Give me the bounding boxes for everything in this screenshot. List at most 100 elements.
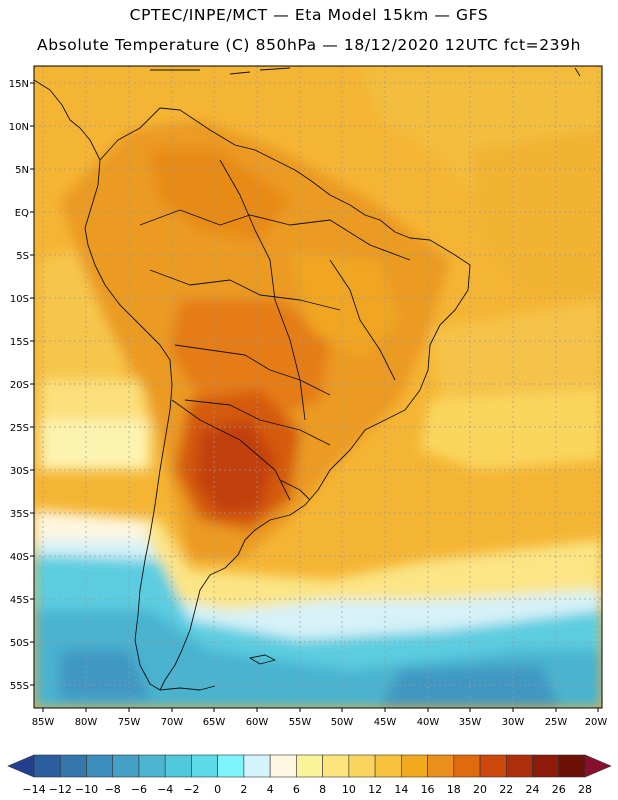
map-title-variable: Absolute Temperature (C) 850hPa — 18/12/…	[36, 36, 582, 54]
lon-labels: 85W 80W 75W 70W 65W 60W 55W 50W 45W 40W …	[32, 717, 608, 728]
field-yellow-band	[34, 520, 602, 610]
lon-label: 85W	[32, 717, 55, 728]
central-america-coastline	[34, 79, 101, 161]
border-line-3	[174, 344, 331, 396]
colorbar-cell	[138, 754, 166, 778]
colorbar-arrow-low	[7, 754, 35, 778]
caribbean-islands	[150, 67, 581, 77]
lat-label: 15S	[10, 337, 29, 348]
colorbar-cell	[86, 754, 114, 778]
colorbar-cell	[348, 754, 376, 778]
colorbar	[7, 754, 612, 778]
colorbar-cell	[217, 754, 245, 778]
colorbar-label: 6	[293, 783, 300, 796]
lon-label: 55W	[289, 717, 312, 728]
lon-ticks	[42, 708, 599, 712]
falkland-islands	[249, 654, 276, 665]
border-line-4	[184, 399, 331, 446]
colorbar-cell	[164, 754, 192, 778]
tierra-del-fuego	[159, 685, 216, 691]
colorbar-label: −14	[22, 783, 45, 796]
lat-label: 5N	[15, 165, 29, 176]
lat-label: 55S	[10, 681, 29, 692]
colorbar-label: 12	[368, 783, 382, 796]
lon-label: 25W	[545, 717, 568, 728]
lon-label: 60W	[246, 717, 269, 728]
colorbar-cell	[479, 754, 507, 778]
lat-label: 5S	[16, 251, 29, 262]
lat-labels: 15N 10N 5N EQ 5S 10S 15S 20S 25S 30S 35S…	[9, 79, 29, 692]
colorbar-labels: −14 −12 −10 −8 −6 −4 −2 0 2 4 6 8 10 12 14 16 18 20 22 24 26…	[22, 783, 592, 796]
lon-label: 50W	[331, 717, 354, 728]
lat-label: 35S	[10, 509, 29, 520]
south-america-coastline	[84, 107, 471, 691]
field-pacific-pale	[40, 420, 150, 470]
lat-label: 30S	[10, 466, 29, 477]
colorbar-label: 14	[394, 783, 408, 796]
lat-label: 15N	[9, 79, 29, 90]
colorbar-cell	[322, 754, 350, 778]
colorbar-cell	[112, 754, 140, 778]
colorbar-cell	[243, 754, 271, 778]
lon-label: 65W	[203, 717, 226, 728]
colorbar-cell	[374, 754, 402, 778]
lat-label: 20S	[10, 380, 29, 391]
field-atlantic-mid	[430, 300, 602, 420]
lat-label: 25S	[10, 423, 29, 434]
colorbar-cell	[269, 754, 297, 778]
lon-label: 75W	[118, 717, 141, 728]
colorbar-label: 2	[240, 783, 247, 796]
border-line-8	[279, 479, 311, 501]
colorbar-cell	[427, 754, 455, 778]
colorbar-label: 22	[499, 783, 513, 796]
colorbar-label: 10	[342, 783, 356, 796]
colorbar-cell	[296, 754, 323, 778]
lon-label: 80W	[75, 717, 98, 728]
colorbar-cell	[191, 754, 218, 778]
colorbar-label: 0	[214, 783, 221, 796]
colorbar-label: −10	[75, 783, 98, 796]
colorbar-label: 24	[526, 783, 540, 796]
lat-label: 40S	[10, 552, 29, 563]
coastlines	[34, 67, 581, 691]
colorbar-label: −8	[105, 783, 121, 796]
colorbar-cell	[33, 754, 61, 778]
map-frame	[33, 65, 603, 709]
lon-label: 30W	[502, 717, 525, 728]
colorbar-arrow-high	[584, 754, 612, 778]
lon-label: 35W	[459, 717, 482, 728]
colorbar-label: −2	[183, 783, 199, 796]
colorbar-label: 4	[267, 783, 274, 796]
colorbar-cell	[532, 754, 560, 778]
field-amazon-warm	[150, 150, 290, 240]
lon-label: 40W	[417, 717, 440, 728]
lon-label: 45W	[374, 717, 397, 728]
colorbar-cell	[505, 754, 533, 778]
lat-label: 50S	[10, 638, 29, 649]
lat-label: 10N	[9, 122, 29, 133]
lat-ticks	[30, 82, 34, 686]
colorbar-label: 26	[552, 783, 566, 796]
temperature-field	[34, 66, 602, 708]
border-line-1	[139, 209, 411, 261]
lon-label: 70W	[161, 717, 184, 728]
lon-label: 20W	[585, 717, 608, 728]
colorbar-cell	[401, 754, 428, 778]
colorbar-label: 28	[578, 783, 592, 796]
border-line-6	[329, 259, 396, 381]
colorbar-label: 18	[447, 783, 461, 796]
field-central-warm	[170, 300, 330, 420]
colorbar-cell	[558, 754, 586, 778]
colorbar-label: −4	[157, 783, 173, 796]
lat-label: 45S	[10, 595, 29, 606]
colorbar-cell	[453, 754, 481, 778]
colorbar-label: 16	[421, 783, 435, 796]
field-hot-core	[195, 420, 275, 515]
colorbar-label: 20	[473, 783, 487, 796]
field-atlantic-yellow	[420, 390, 602, 470]
colorbar-label: −6	[131, 783, 147, 796]
lat-label: EQ	[15, 208, 29, 219]
field-deep-blue-patch	[60, 650, 150, 700]
colorbar-label: 8	[319, 783, 326, 796]
field-equatorial-atlantic	[470, 130, 602, 300]
